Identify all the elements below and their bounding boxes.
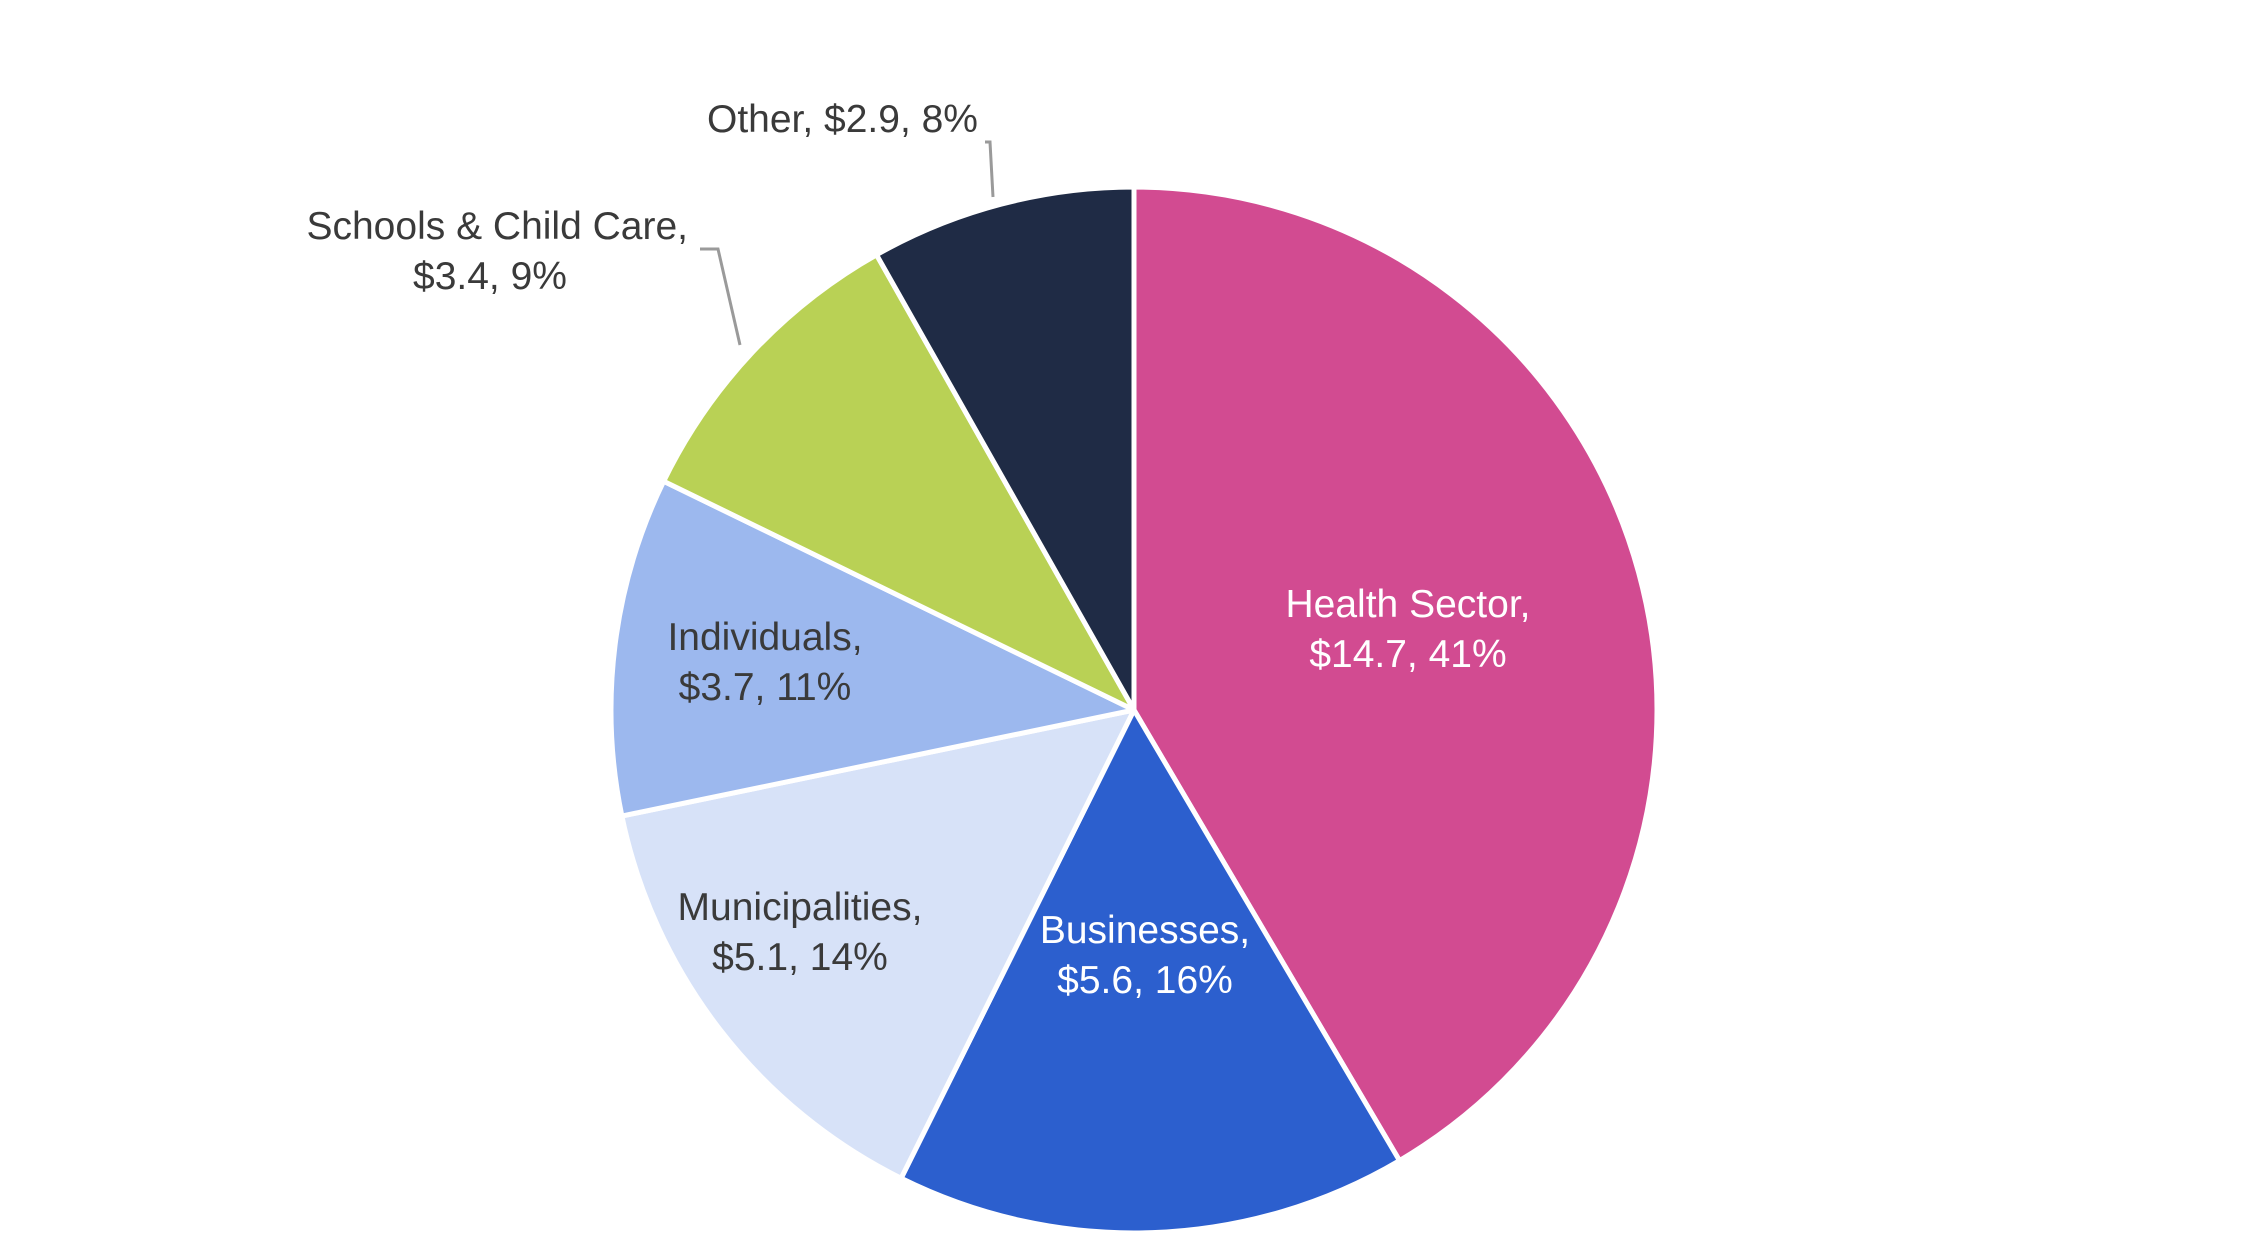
leader-line-other bbox=[985, 140, 995, 198]
leader-lines bbox=[700, 140, 995, 346]
data-label-line: $14.7, 41% bbox=[1309, 633, 1506, 676]
data-label-line: Businesses, bbox=[1040, 909, 1250, 952]
data-label-individuals: Individuals, $3.7, 11% bbox=[667, 616, 862, 709]
data-label-line: Other, $2.9, 8% bbox=[707, 98, 978, 141]
data-label-line: $5.1, 14% bbox=[712, 936, 888, 979]
data-label-other: Other, $2.9, 8% bbox=[707, 98, 978, 141]
slice-labels: Health Sector, $14.7, 41% Businesses, $5.6,… bbox=[306, 98, 1530, 1002]
data-label-municipalities: Municipalities, $5.1, 14% bbox=[678, 886, 923, 979]
data-label-line: Individuals, bbox=[667, 616, 862, 659]
pie-slice-businesses bbox=[898, 707, 1403, 1236]
data-label-line: $5.6, 16% bbox=[1057, 959, 1233, 1002]
data-label-line: Schools & Child Care, bbox=[306, 205, 688, 248]
pie-slice-municipalities bbox=[619, 707, 1137, 1181]
pie-slices bbox=[608, 184, 1660, 1236]
data-label-health-sector: Health Sector, $14.7, 41% bbox=[1286, 583, 1531, 676]
data-label-line: Health Sector, bbox=[1286, 583, 1531, 626]
data-label-schools-and-child-care: Schools & Child Care, $3.4, 9% bbox=[306, 205, 688, 298]
data-label-line: $3.4, 9% bbox=[413, 255, 567, 298]
pie-slice-schools-and-child-care bbox=[661, 252, 1137, 713]
leader-line-schools-and-child-care bbox=[700, 247, 742, 346]
pie-slice-other bbox=[874, 184, 1137, 713]
pie-slice-health-sector bbox=[1131, 184, 1660, 1164]
data-label-line: Municipalities, bbox=[678, 886, 923, 929]
data-label-line: $3.7, 11% bbox=[679, 666, 852, 709]
data-label-businesses: Businesses, $5.6, 16% bbox=[1040, 909, 1250, 1002]
pie-slice-individuals bbox=[608, 478, 1137, 819]
